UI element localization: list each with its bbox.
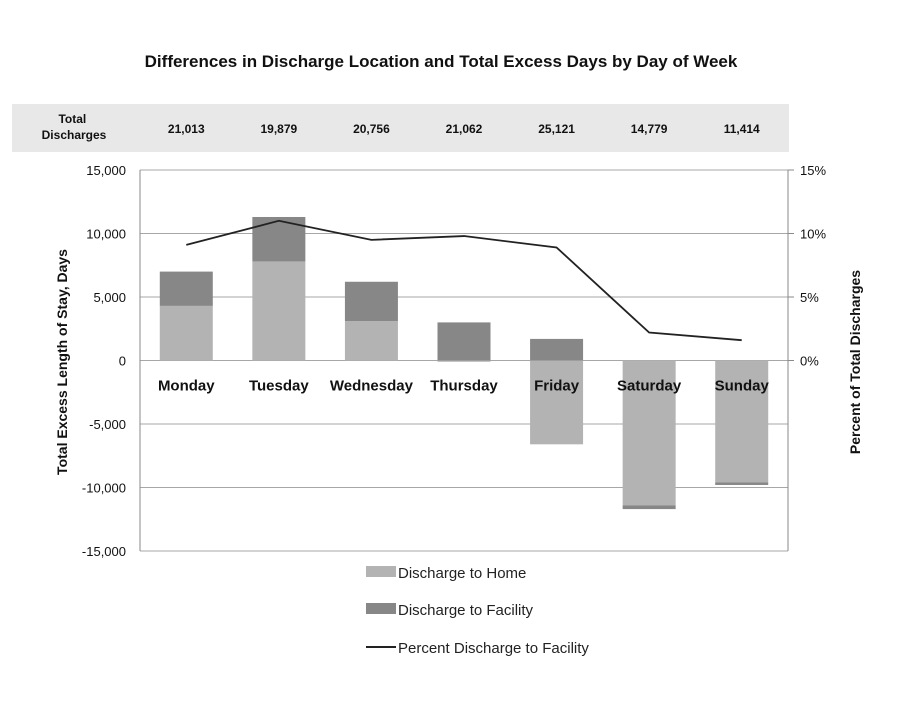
- y-tick-label: -5,000: [89, 417, 126, 432]
- home-bar-tuesday: [252, 261, 306, 361]
- home-bar-saturday: [622, 360, 676, 506]
- y-tick-label: -10,000: [82, 481, 126, 496]
- y2-tick-label: 0%: [800, 354, 819, 369]
- legend-label-discharge-to-home: Discharge to Home: [398, 565, 526, 582]
- category-labels: Monday Tuesday Wednesday Thursday Friday Satu…: [158, 378, 770, 395]
- y-tick-label: 0: [119, 354, 126, 369]
- totals-values: 21,013 19,879 20,756 21,062 25,121 14,779 11,4…: [168, 122, 760, 136]
- totals-strip: [12, 104, 789, 152]
- facility-bar-saturday: [622, 505, 676, 510]
- y-tick-label: 10,000: [86, 227, 126, 242]
- y2-ticks: 15% 10% 5% 0%: [788, 163, 826, 369]
- line-series: [186, 219, 742, 342]
- category-label-tuesday: Tuesday: [249, 378, 309, 395]
- y2-axis-title: Percent of Total Discharges: [847, 270, 863, 454]
- y-ticks: 15,000 10,000 5,000 0 -5,000 -10,000 -15,000: [82, 163, 126, 559]
- y2-tick-label: 10%: [800, 227, 826, 242]
- home-bar-thursday: [437, 360, 491, 362]
- chart-title: Differences in Discharge Location and To…: [145, 52, 738, 71]
- total-discharges-tuesday: 19,879: [261, 122, 298, 136]
- legend-label-percent-discharge-to-facility: Percent Discharge to Facility: [398, 640, 589, 657]
- home-bar-monday: [159, 305, 213, 361]
- facility-bar-friday: [530, 338, 584, 361]
- facility-bar-thursday: [437, 322, 491, 361]
- total-discharges-friday: 25,121: [538, 122, 575, 136]
- category-label-friday: Friday: [534, 378, 580, 395]
- category-label-wednesday: Wednesday: [330, 378, 414, 395]
- totals-header: Total Discharges: [42, 112, 107, 142]
- total-discharges-monday: 21,013: [168, 122, 205, 136]
- home-bar-wednesday: [344, 321, 398, 361]
- y-tick-label: 5,000: [93, 290, 126, 305]
- legend-label-discharge-to-facility: Discharge to Facility: [398, 602, 534, 619]
- home-bar-sunday: [715, 360, 769, 483]
- y-tick-label: 15,000: [86, 163, 126, 178]
- y2-tick-label: 5%: [800, 290, 819, 305]
- category-label-thursday: Thursday: [430, 378, 498, 395]
- total-discharges-sunday: 11,414: [724, 122, 760, 136]
- y-tick-label: -15,000: [82, 544, 126, 559]
- facility-bar-wednesday: [344, 281, 398, 322]
- total-discharges-thursday: 21,062: [446, 122, 483, 136]
- bars: [159, 216, 769, 510]
- y-axis-title: Total Excess Length of Stay, Days: [54, 249, 70, 475]
- grid: [140, 169, 788, 552]
- legend: Discharge to Home Discharge to Facility Pe…: [366, 565, 589, 657]
- category-label-monday: Monday: [158, 378, 215, 395]
- legend-swatch-discharge-to-facility: [366, 603, 396, 614]
- legend-swatch-discharge-to-home: [366, 566, 396, 577]
- total-discharges-saturday: 14,779: [631, 122, 668, 136]
- category-label-sunday: Sunday: [715, 378, 770, 395]
- facility-bar-tuesday: [252, 216, 306, 262]
- y2-tick-label: 15%: [800, 163, 826, 178]
- facility-bar-sunday: [715, 482, 769, 485]
- total-discharges-wednesday: 20,756: [353, 122, 390, 136]
- facility-bar-monday: [159, 271, 213, 306]
- category-label-saturday: Saturday: [617, 378, 682, 395]
- home-bar-friday: [530, 360, 584, 445]
